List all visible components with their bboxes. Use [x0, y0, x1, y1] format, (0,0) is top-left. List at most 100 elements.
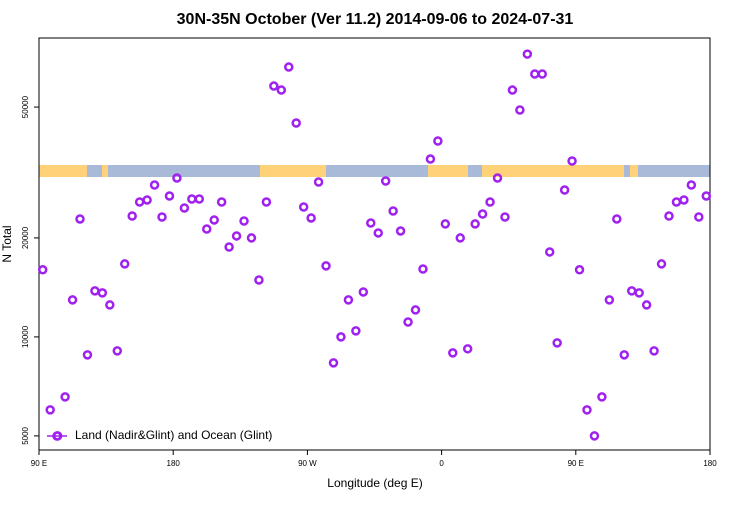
point	[179, 203, 190, 213]
point	[656, 259, 667, 269]
x-tick-label: 90 W	[298, 459, 317, 468]
point	[694, 212, 704, 222]
point	[500, 212, 510, 222]
land-band	[39, 165, 87, 177]
point	[671, 197, 682, 207]
point	[298, 202, 309, 212]
point	[336, 332, 346, 342]
point	[306, 213, 316, 223]
legend-marker	[52, 431, 62, 441]
point	[157, 212, 167, 222]
point	[321, 261, 331, 271]
point	[492, 173, 503, 183]
point	[701, 191, 712, 201]
point	[358, 287, 369, 297]
point	[112, 346, 123, 356]
x-tick-label: 0	[439, 459, 444, 468]
point	[418, 264, 428, 274]
point	[686, 180, 697, 190]
point	[567, 156, 577, 166]
point	[604, 295, 615, 305]
point	[254, 275, 264, 285]
plot-frame	[38, 37, 711, 451]
point	[664, 211, 674, 221]
point	[395, 226, 406, 236]
point	[209, 215, 219, 225]
point	[574, 265, 585, 275]
point	[373, 228, 383, 238]
point	[187, 194, 197, 204]
point	[537, 69, 547, 79]
land-band	[102, 165, 108, 177]
point	[477, 209, 488, 219]
point	[97, 288, 108, 298]
point	[552, 338, 562, 348]
point	[433, 136, 443, 146]
point	[231, 231, 242, 241]
x-tick-label: 90 E	[31, 459, 47, 468]
point	[202, 224, 212, 234]
point	[485, 197, 495, 207]
land-ocean-band	[39, 165, 710, 177]
point	[530, 69, 540, 79]
point	[641, 300, 652, 310]
point	[194, 194, 205, 204]
point	[90, 286, 100, 296]
point	[60, 392, 70, 402]
chart-title: 30N-35N October (Ver 11.2) 2014-09-06 to…	[177, 11, 574, 28]
point	[403, 317, 413, 327]
y-tick-label: 20000	[21, 226, 30, 249]
point	[597, 392, 607, 402]
x-tick-label: 180	[703, 459, 717, 468]
point	[440, 219, 451, 229]
point	[380, 176, 391, 186]
point	[343, 295, 354, 305]
x-tick-label: 180	[167, 459, 181, 468]
point	[522, 49, 533, 59]
point	[544, 247, 555, 257]
point	[172, 173, 182, 183]
point	[216, 197, 227, 207]
point	[589, 431, 600, 441]
y-axis-label: N Total	[0, 225, 14, 262]
point	[612, 214, 622, 224]
point	[105, 300, 115, 310]
point	[67, 295, 78, 305]
land-band	[482, 165, 624, 177]
point	[328, 358, 339, 368]
x-axis-label: Longitude (deg E)	[327, 476, 422, 490]
point	[75, 214, 85, 224]
point	[82, 350, 93, 360]
point	[224, 242, 234, 252]
point	[134, 197, 145, 207]
point	[507, 85, 518, 95]
point	[142, 195, 152, 205]
point	[455, 233, 465, 243]
point	[284, 62, 294, 72]
y-tick-label: 10000	[21, 325, 30, 348]
point	[559, 185, 570, 195]
point	[366, 218, 376, 228]
point	[582, 405, 592, 415]
land-band	[260, 165, 326, 177]
y-tick-label: 5000	[21, 426, 30, 444]
point	[239, 216, 249, 226]
point	[626, 286, 637, 296]
point	[649, 346, 659, 356]
point	[410, 305, 421, 315]
point	[119, 259, 130, 269]
land-band	[428, 165, 468, 177]
point	[276, 85, 287, 95]
point	[388, 206, 398, 216]
point	[164, 191, 175, 201]
point	[425, 154, 436, 164]
point	[351, 326, 361, 336]
point	[261, 197, 272, 207]
land-band	[630, 165, 638, 177]
point	[679, 195, 689, 205]
point	[127, 211, 137, 221]
point	[634, 288, 644, 298]
point	[291, 118, 301, 128]
legend-label: Land (Nadir&Glint) and Ocean (Glint)	[75, 428, 272, 442]
